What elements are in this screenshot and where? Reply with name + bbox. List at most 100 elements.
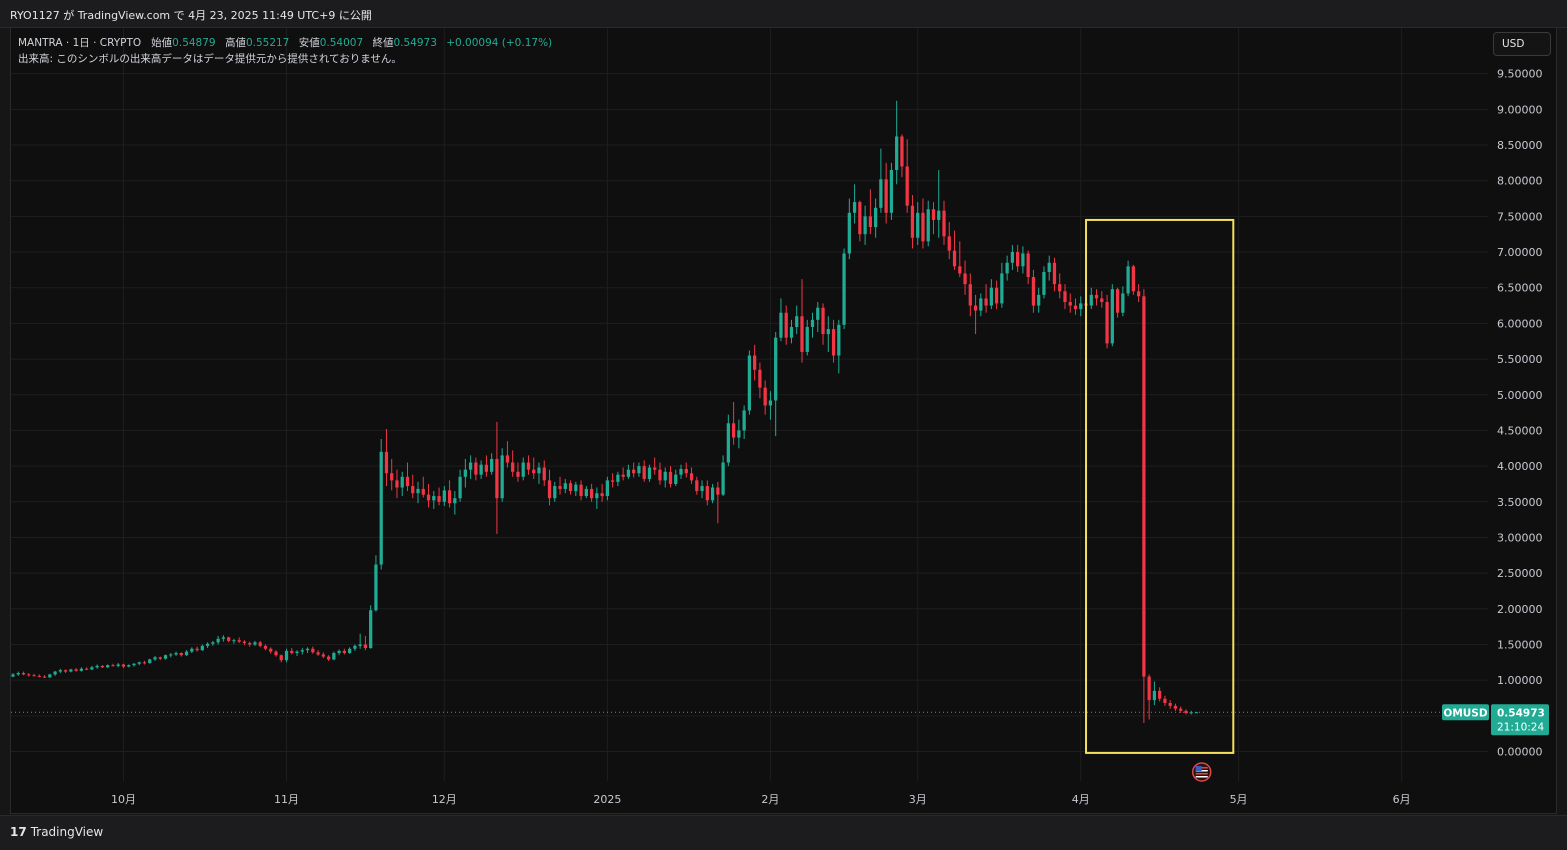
- candle-body[interactable]: [121, 664, 126, 667]
- candle-body[interactable]: [868, 216, 872, 228]
- candle-body[interactable]: [595, 493, 599, 499]
- candle-body[interactable]: [584, 488, 588, 497]
- candle-body[interactable]: [889, 169, 894, 213]
- candle-body[interactable]: [411, 486, 415, 494]
- candle-body[interactable]: [1089, 294, 1093, 306]
- candle-body[interactable]: [358, 644, 362, 646]
- candle-body[interactable]: [858, 202, 862, 235]
- candle-body[interactable]: [563, 483, 567, 489]
- candle-body[interactable]: [516, 471, 520, 477]
- candle-body[interactable]: [895, 136, 899, 170]
- candle-body[interactable]: [311, 648, 315, 653]
- candle-body[interactable]: [379, 451, 383, 565]
- candle-body[interactable]: [558, 486, 562, 489]
- candle-body[interactable]: [847, 212, 851, 254]
- candle-body[interactable]: [163, 655, 168, 659]
- candle-body[interactable]: [11, 674, 15, 677]
- candle-body[interactable]: [689, 473, 694, 481]
- candle-body[interactable]: [405, 476, 410, 487]
- candle-body[interactable]: [611, 480, 615, 482]
- candle-body[interactable]: [216, 638, 220, 643]
- candle-body[interactable]: [994, 287, 999, 304]
- currency-button[interactable]: USD: [1493, 32, 1551, 56]
- candle-body[interactable]: [837, 324, 841, 356]
- candle-body[interactable]: [805, 326, 809, 352]
- candle-body[interactable]: [400, 476, 404, 488]
- candle-body[interactable]: [1052, 262, 1057, 285]
- candle-body[interactable]: [774, 337, 778, 401]
- candle-body[interactable]: [269, 648, 273, 652]
- candle-body[interactable]: [963, 273, 967, 285]
- candle-body[interactable]: [700, 486, 704, 492]
- candle-body[interactable]: [384, 451, 389, 474]
- candle-body[interactable]: [1021, 253, 1025, 267]
- candle-body[interactable]: [1000, 273, 1004, 304]
- candle-body[interactable]: [1168, 702, 1172, 706]
- candle-body[interactable]: [337, 650, 341, 654]
- candle-body[interactable]: [1058, 284, 1062, 292]
- candle-body[interactable]: [800, 316, 804, 352]
- candle-body[interactable]: [500, 455, 504, 499]
- candle-body[interactable]: [16, 673, 20, 675]
- candle-body[interactable]: [1189, 712, 1193, 714]
- candle-body[interactable]: [1179, 708, 1183, 711]
- candle-body[interactable]: [205, 643, 210, 646]
- candle-body[interactable]: [227, 637, 231, 641]
- candle-body[interactable]: [116, 664, 120, 666]
- candle-body[interactable]: [274, 651, 278, 656]
- candle-body[interactable]: [453, 498, 457, 504]
- candle-body[interactable]: [537, 467, 541, 474]
- candle-body[interactable]: [1126, 266, 1130, 294]
- candle-body[interactable]: [532, 469, 536, 474]
- candle-body[interactable]: [421, 488, 425, 495]
- candle-body[interactable]: [1100, 298, 1104, 302]
- candle-body[interactable]: [348, 648, 352, 654]
- candle-body[interactable]: [653, 467, 657, 470]
- candle-body[interactable]: [579, 484, 583, 497]
- candle-body[interactable]: [90, 667, 94, 670]
- candle-body[interactable]: [921, 212, 925, 242]
- candle-body[interactable]: [32, 675, 36, 677]
- candle-body[interactable]: [926, 209, 930, 242]
- candle-body[interactable]: [363, 644, 368, 649]
- candle-body[interactable]: [916, 212, 920, 238]
- candle-body[interactable]: [179, 653, 183, 656]
- candle-body[interactable]: [284, 650, 289, 661]
- chart-frame[interactable]: [10, 27, 1557, 814]
- candle-body[interactable]: [79, 668, 84, 671]
- candle-body[interactable]: [1063, 291, 1067, 302]
- candle-body[interactable]: [1158, 690, 1162, 699]
- candle-body[interactable]: [479, 464, 483, 475]
- candle-body[interactable]: [127, 665, 131, 667]
- candle-body[interactable]: [1079, 303, 1083, 310]
- candle-body[interactable]: [1152, 690, 1157, 701]
- highlight-box[interactable]: [1085, 218, 1235, 754]
- candle-body[interactable]: [137, 662, 141, 664]
- candle-body[interactable]: [900, 136, 904, 167]
- candle-body[interactable]: [1147, 676, 1151, 701]
- candle-body[interactable]: [826, 329, 830, 335]
- candle-body[interactable]: [626, 469, 631, 477]
- candle-body[interactable]: [958, 266, 962, 274]
- candle-body[interactable]: [321, 654, 325, 657]
- candle-body[interactable]: [973, 305, 978, 311]
- candle-body[interactable]: [1184, 710, 1188, 713]
- candle-body[interactable]: [295, 651, 299, 654]
- candle-body[interactable]: [447, 490, 452, 504]
- candle-body[interactable]: [169, 654, 173, 656]
- candle-body[interactable]: [663, 471, 667, 481]
- candle-body[interactable]: [910, 205, 915, 238]
- candle-body[interactable]: [647, 467, 652, 479]
- candle-body[interactable]: [1037, 294, 1041, 306]
- candle-body[interactable]: [863, 216, 867, 235]
- candle-body[interactable]: [1121, 293, 1125, 313]
- candle-body[interactable]: [69, 669, 73, 672]
- candle-body[interactable]: [353, 645, 357, 649]
- candle-body[interactable]: [1010, 252, 1015, 263]
- candle-body[interactable]: [342, 650, 347, 654]
- candle-body[interactable]: [621, 474, 625, 477]
- candle-body[interactable]: [1068, 301, 1072, 306]
- candle-body[interactable]: [27, 674, 31, 676]
- candle-body[interactable]: [742, 410, 746, 431]
- candle-body[interactable]: [816, 307, 820, 320]
